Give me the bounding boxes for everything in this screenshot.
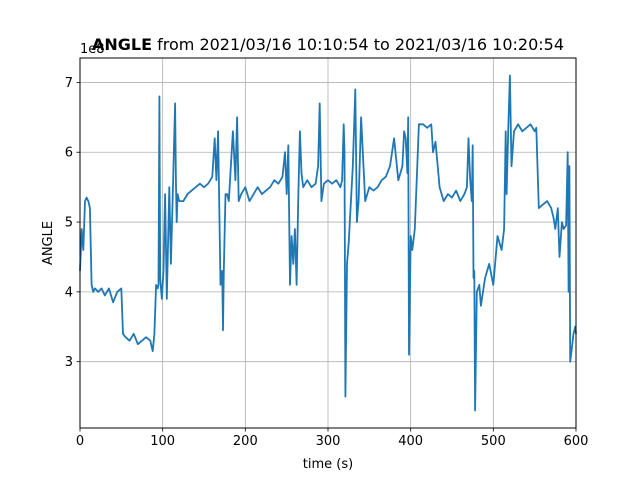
series-group bbox=[79, 74, 577, 412]
x-tick-label-3: 300 bbox=[316, 434, 341, 449]
x-tick-label-4: 400 bbox=[398, 434, 423, 449]
y-tick-label-0: 3 bbox=[65, 355, 73, 370]
y-offset-label: 1e8 bbox=[80, 42, 105, 57]
y-tick-label-2: 5 bbox=[65, 216, 73, 231]
chart-title-rest: from 2021/03/16 10:10:54 to 2021/03/16 1… bbox=[152, 35, 564, 54]
series-line-0 bbox=[79, 74, 577, 412]
chart-title: ANGLE from 2021/03/16 10:10:54 to 2021/0… bbox=[92, 35, 564, 54]
y-tick-label-3: 6 bbox=[65, 146, 73, 161]
x-tick-label-1: 100 bbox=[150, 434, 175, 449]
chart-title-bold: ANGLE bbox=[92, 35, 152, 54]
x-tick-label-5: 500 bbox=[481, 434, 506, 449]
x-tick-label-2: 200 bbox=[233, 434, 258, 449]
x-tick-label-6: 600 bbox=[564, 434, 589, 449]
x-tick-label-0: 0 bbox=[76, 434, 84, 449]
y-tick-label-1: 4 bbox=[65, 285, 73, 300]
axis-ticks: 0 100 200 300 400 500 600 3 4 5 6 7 bbox=[65, 76, 589, 449]
y-tick-label-4: 7 bbox=[65, 76, 73, 91]
y-axis-label: ANGLE bbox=[41, 221, 56, 265]
x-axis-label: time (s) bbox=[303, 457, 353, 472]
